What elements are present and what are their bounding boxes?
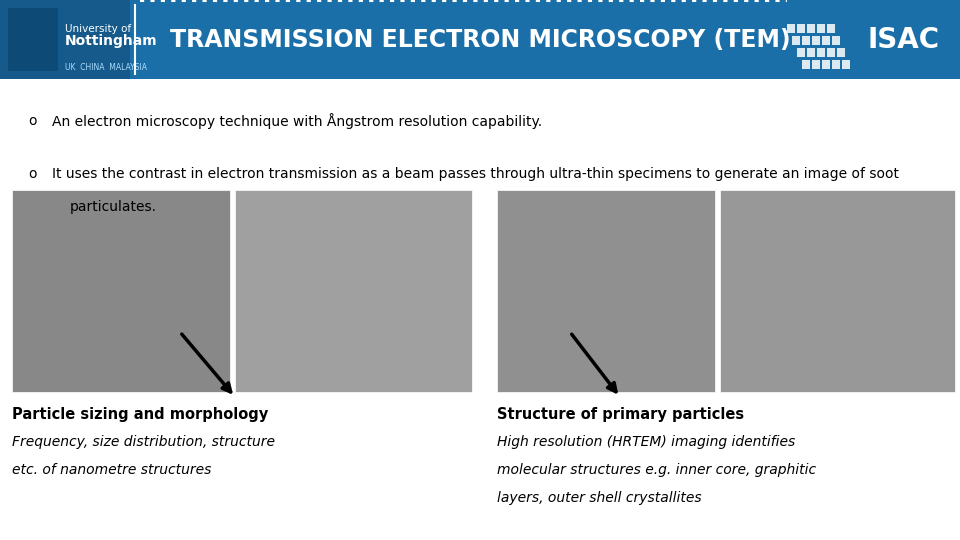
Bar [797,48,805,57]
Text: layers, outer shell crystallites: layers, outer shell crystallites [497,491,702,505]
Bar [235,190,472,392]
Text: particulates.: particulates. [70,200,157,214]
Bar [797,24,805,33]
Text: An electron microscopy technique with Ångstrom resolution capability.: An electron microscopy technique with Ån… [52,113,542,129]
Text: ISAC: ISAC [867,25,939,53]
Bar [12,190,230,392]
Bar [812,36,820,45]
Bar [828,24,835,33]
Bar [807,24,815,33]
Bar [8,8,58,71]
Text: Frequency, size distribution, structure: Frequency, size distribution, structure [12,435,275,449]
Bar [807,48,815,57]
Bar [832,36,840,45]
Text: Nottingham: Nottingham [65,35,157,49]
Bar [817,24,826,33]
Bar [842,60,851,69]
Bar [832,60,840,69]
Text: o: o [28,167,36,181]
Text: It uses the contrast in electron transmission as a beam passes through ultra-thi: It uses the contrast in electron transmi… [52,167,899,181]
Text: UK  CHINA  MALAYSIA: UK CHINA MALAYSIA [65,63,147,71]
Bar [720,190,955,392]
Bar [0,0,960,79]
Text: TRANSMISSION ELECTRON MICROSCOPY (TEM): TRANSMISSION ELECTRON MICROSCOPY (TEM) [170,28,790,51]
Bar [497,190,715,392]
Bar [817,48,826,57]
Text: University of: University of [65,24,132,35]
Bar [837,48,845,57]
Bar [803,36,810,45]
Bar [803,60,810,69]
Text: molecular structures e.g. inner core, graphitic: molecular structures e.g. inner core, gr… [497,463,816,477]
Bar [812,60,820,69]
Text: High resolution (HRTEM) imaging identifies: High resolution (HRTEM) imaging identifi… [497,435,795,449]
Bar [822,36,830,45]
Text: o: o [28,114,36,128]
Bar [787,0,960,79]
Text: etc. of nanometre structures: etc. of nanometre structures [12,463,211,477]
Bar [792,36,801,45]
Bar [0,0,130,79]
Bar [828,48,835,57]
Text: Structure of primary particles: Structure of primary particles [497,407,744,422]
Bar [787,24,795,33]
Bar [822,60,830,69]
Text: Particle sizing and morphology: Particle sizing and morphology [12,407,268,422]
